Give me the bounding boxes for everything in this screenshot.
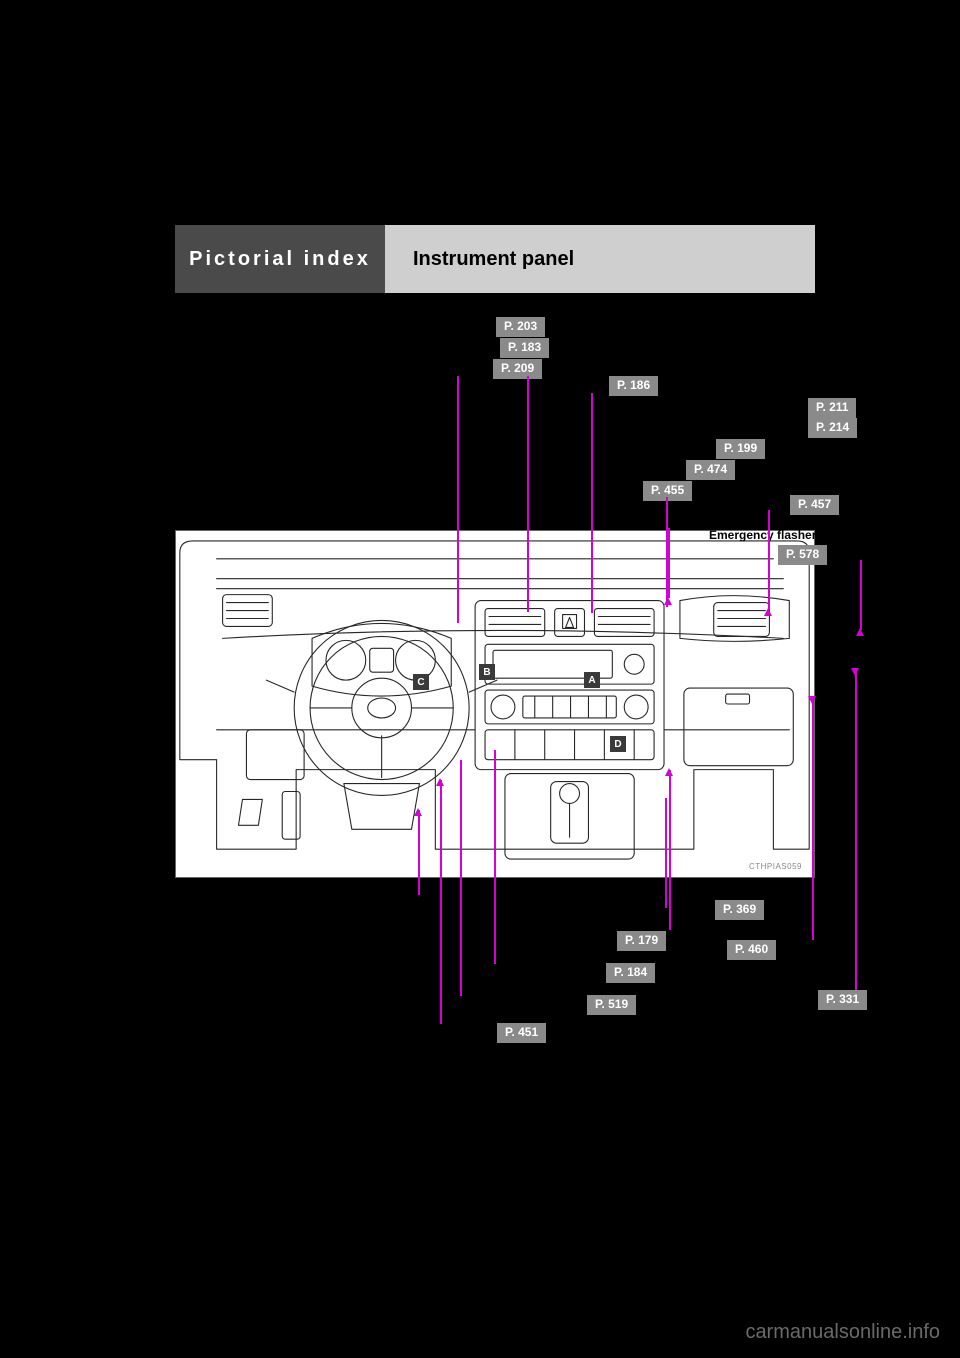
pbox-331: P. 331	[818, 990, 867, 1010]
pbox-209: P. 209	[493, 359, 542, 379]
pbox-199: P. 199	[716, 439, 765, 459]
leader-line	[855, 672, 857, 990]
pbox-179: P. 179	[617, 931, 666, 951]
marker-a: A	[584, 672, 600, 688]
pbox-457: P. 457	[790, 495, 839, 515]
arrowhead-icon	[664, 597, 672, 605]
arrowhead-icon	[808, 696, 816, 704]
leader-line	[591, 393, 593, 613]
arrowhead-icon	[414, 808, 422, 816]
arrowhead-icon	[665, 768, 673, 776]
marker-c: C	[413, 674, 429, 690]
pbox-578: P. 578	[778, 545, 827, 565]
header-pictorial-index: Pictorial index	[175, 225, 385, 293]
leader-line	[668, 528, 670, 598]
leader-line	[457, 376, 459, 623]
leader-line	[812, 700, 814, 940]
leader-line	[418, 810, 420, 895]
pbox-211: P. 211	[808, 398, 856, 418]
leader-line	[669, 770, 671, 930]
pbox-451: P. 451	[497, 1023, 546, 1043]
pbox-184: P. 184	[606, 963, 655, 983]
leader-line	[460, 760, 462, 996]
leader-line	[860, 560, 862, 630]
pbox-455: P. 455	[643, 481, 692, 501]
arrowhead-icon	[851, 668, 859, 676]
diagram-image-ref: CTHPIAS059	[749, 862, 802, 871]
leader-line	[768, 510, 770, 610]
arrowhead-icon	[764, 608, 772, 616]
pbox-203: P. 203	[496, 317, 545, 337]
marker-d: D	[610, 736, 626, 752]
watermark: carmanualsonline.info	[745, 1321, 940, 1344]
arrowhead-icon	[436, 778, 444, 786]
header-row: Pictorial index Instrument panel	[175, 225, 815, 293]
pbox-369: P. 369	[715, 900, 764, 920]
pbox-214: P. 214	[808, 418, 857, 438]
leader-line	[494, 750, 496, 964]
pbox-183: P. 183	[500, 338, 549, 358]
pbox-474: P. 474	[686, 460, 735, 480]
arrowhead-icon	[856, 628, 864, 636]
leader-line	[440, 780, 442, 1024]
marker-b: B	[479, 664, 495, 680]
header-instrument-panel: Instrument panel	[385, 225, 815, 293]
leader-line	[527, 376, 529, 612]
pbox-519: P. 519	[587, 995, 636, 1015]
pbox-460: P. 460	[727, 940, 776, 960]
leader-line	[666, 497, 668, 607]
pbox-186: P. 186	[609, 376, 658, 396]
label-emergency-flasher: Emergency flasher switch	[709, 528, 857, 542]
leader-line	[665, 798, 667, 908]
